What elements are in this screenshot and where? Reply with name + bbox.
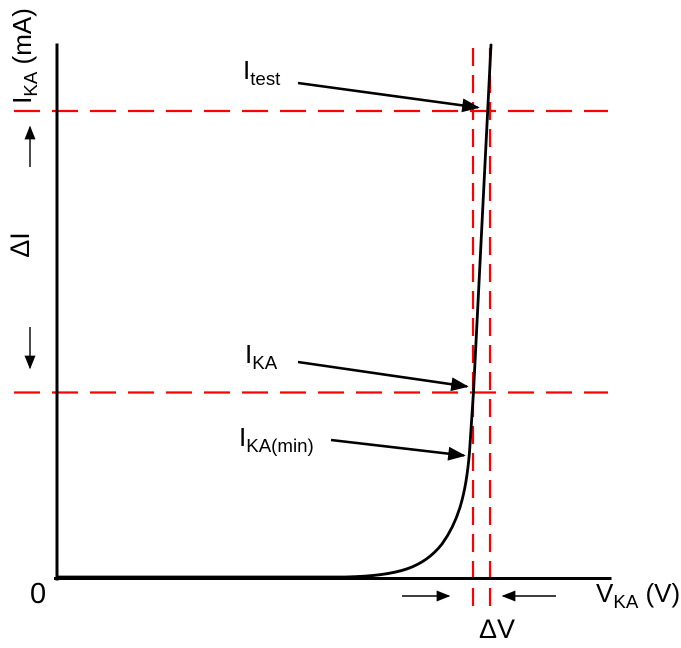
itest-label: Itest — [243, 53, 281, 90]
origin-label: 0 — [30, 578, 47, 610]
y-axis-label-subscript: KA — [20, 71, 42, 97]
ikamin-label-subscript: KA(min) — [246, 435, 314, 457]
ikamin-label: IKA(min) — [239, 420, 314, 457]
ika-label-symbol: I — [245, 339, 253, 369]
x-axis-label-subscript: KA — [613, 591, 639, 613]
x-axis-label-symbol: V — [596, 578, 614, 608]
y-axis-label: IKA (mA) — [5, 0, 42, 116]
x-axis-label: VKA (V) — [596, 576, 681, 613]
x-axis-label-units: (V) — [638, 578, 681, 608]
delta-v-label: ΔV — [478, 614, 516, 644]
ika-callout-arrow — [297, 360, 469, 392]
itest-label-symbol: I — [243, 55, 251, 85]
ikamin-label-symbol: I — [239, 422, 247, 452]
iv-curve — [55, 43, 493, 579]
y-axis-label-symbol: I — [7, 96, 37, 104]
itest-callout-arrow — [297, 81, 480, 113]
ikamin-callout-arrow — [330, 438, 466, 461]
itest-label-subscript: test — [250, 68, 281, 90]
ika-label-subscript: KA — [252, 352, 278, 374]
y-axis-label-units: (mA) — [7, 8, 37, 72]
ika-label: IKA — [245, 337, 278, 374]
delta-i-label: ΔI — [5, 232, 35, 258]
